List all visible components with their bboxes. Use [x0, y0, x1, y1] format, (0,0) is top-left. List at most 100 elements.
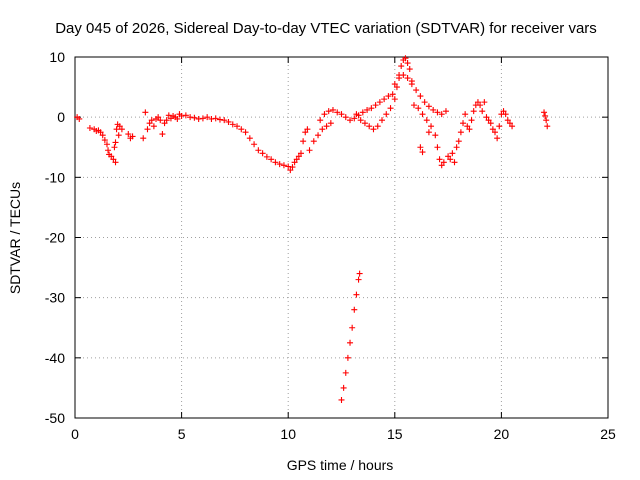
data-point: [451, 159, 458, 166]
data-point: [541, 109, 548, 116]
y-tick-label: -50: [45, 410, 65, 426]
y-axis-tick-labels: 10 0 -10 -20 -30 -40 -50: [45, 49, 65, 426]
y-tick-label: -30: [45, 290, 65, 306]
data-point: [366, 123, 373, 130]
data-point: [118, 126, 125, 133]
data-point: [419, 111, 426, 118]
data-point: [489, 126, 496, 133]
data-point: [155, 114, 162, 121]
data-point: [315, 132, 322, 139]
data-point: [359, 109, 366, 116]
data-point: [242, 129, 249, 136]
data-point: [381, 96, 388, 103]
data-point: [506, 120, 513, 127]
data-point: [474, 99, 481, 106]
data-point: [432, 132, 439, 139]
data-point: [116, 123, 123, 130]
data-point: [182, 112, 189, 119]
data-point: [289, 164, 296, 171]
data-point: [404, 60, 411, 67]
data-point: [434, 144, 441, 151]
data-point: [494, 135, 501, 142]
data-point: [351, 306, 358, 313]
data-point: [129, 133, 136, 140]
data-point: [402, 55, 409, 62]
data-point: [544, 123, 551, 130]
data-point: [356, 270, 363, 277]
data-point: [148, 117, 155, 124]
y-tick-label: -10: [45, 169, 65, 185]
data-point: [112, 139, 119, 146]
data-point: [229, 121, 236, 128]
data-point: [225, 118, 232, 125]
data-point: [295, 153, 302, 160]
data-point: [321, 111, 328, 118]
data-point: [496, 123, 503, 130]
data-point: [287, 167, 294, 174]
data-point: [466, 126, 473, 133]
data-point: [108, 153, 115, 160]
data-point: [111, 144, 118, 151]
data-point: [376, 99, 383, 106]
data-point: [208, 115, 215, 122]
data-point: [178, 112, 185, 119]
x-axis-label: GPS time / hours: [287, 457, 394, 473]
data-point: [543, 117, 550, 124]
data-point: [293, 156, 300, 163]
data-point: [425, 129, 432, 136]
data-point: [216, 116, 223, 123]
data-point: [204, 114, 211, 121]
data-point: [408, 81, 415, 88]
y-tick-label: 0: [57, 109, 65, 125]
data-point: [391, 96, 398, 103]
data-point: [142, 109, 149, 116]
data-point: [509, 123, 516, 130]
data-point: [276, 161, 283, 168]
data-point: [504, 117, 511, 124]
data-point: [447, 156, 454, 163]
data-point: [413, 87, 420, 94]
data-point: [479, 108, 486, 115]
data-point: [327, 120, 334, 127]
data-point: [112, 159, 119, 166]
data-point: [385, 93, 392, 100]
data-point: [110, 156, 117, 163]
data-point: [470, 108, 477, 115]
data-point: [338, 111, 345, 118]
data-point: [150, 123, 157, 130]
x-tick-label: 10: [280, 426, 296, 442]
data-point: [101, 137, 108, 144]
chart-title: Day 045 of 2026, Sidereal Day-to-day VTE…: [55, 20, 597, 37]
data-point: [410, 102, 417, 109]
data-point: [234, 123, 241, 130]
data-point: [396, 75, 403, 82]
data-point: [398, 63, 405, 70]
data-point: [389, 91, 396, 98]
data-point: [361, 120, 368, 127]
y-tick-label: 10: [49, 49, 65, 65]
data-point: [310, 138, 317, 145]
data-point: [438, 111, 445, 118]
data-point: [353, 291, 360, 298]
data-point: [115, 132, 122, 139]
data-point: [357, 117, 364, 124]
x-tick-label: 15: [387, 426, 403, 442]
data-point: [477, 102, 484, 109]
data-point: [159, 131, 166, 138]
data-point: [445, 153, 452, 160]
data-point: [300, 138, 307, 145]
data-point: [163, 117, 170, 124]
data-point: [464, 123, 471, 130]
data-point: [280, 162, 287, 169]
data-point: [195, 115, 202, 122]
data-point: [157, 117, 164, 124]
data-point: [187, 114, 194, 121]
x-axis-tick-labels: 0 5 10 15 20 25: [71, 426, 616, 442]
data-point: [323, 123, 330, 130]
data-point: [428, 123, 435, 130]
data-point: [434, 109, 441, 116]
data-point: [372, 102, 379, 109]
data-point: [468, 117, 475, 124]
data-point: [340, 384, 347, 391]
data-point: [334, 109, 341, 116]
